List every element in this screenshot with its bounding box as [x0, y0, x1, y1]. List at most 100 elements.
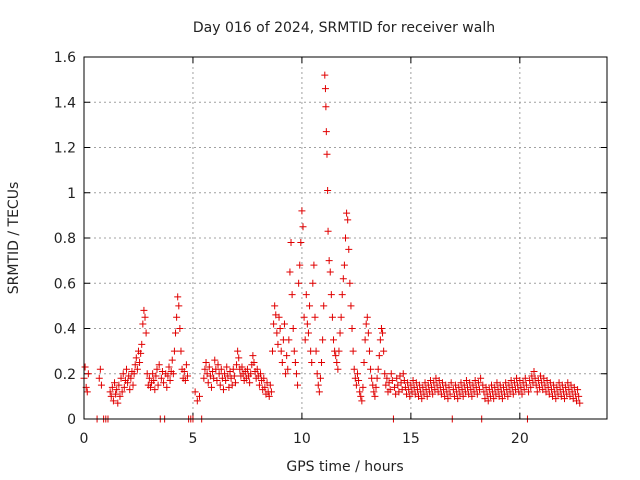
x-tick-label: 20 — [511, 431, 529, 447]
chart-title: Day 016 of 2024, SRMTID for receiver wal… — [193, 20, 495, 36]
data-point — [357, 392, 365, 400]
data-point — [166, 377, 174, 385]
data-point — [333, 358, 341, 366]
data-point — [575, 392, 583, 400]
data-point — [328, 313, 336, 321]
data-point — [322, 128, 330, 136]
data-point — [217, 365, 225, 373]
data-point — [191, 388, 199, 396]
data-point — [249, 352, 257, 360]
data-point — [459, 392, 467, 400]
data-point — [311, 313, 319, 321]
data-point — [283, 352, 291, 360]
data-point — [97, 381, 105, 389]
data-point — [216, 381, 224, 389]
data-point — [284, 365, 292, 373]
data-point — [297, 239, 305, 247]
data-point — [155, 361, 163, 369]
data-point — [163, 383, 171, 391]
data-point — [340, 261, 348, 269]
data-point — [454, 395, 462, 403]
data-point — [204, 379, 212, 387]
data-point — [561, 395, 569, 403]
data-point — [141, 313, 149, 321]
data-point — [313, 370, 321, 378]
data-point — [498, 395, 506, 403]
y-tick-label: 1.2 — [54, 141, 76, 157]
data-point — [490, 395, 498, 403]
data-point — [133, 365, 141, 373]
data-point — [195, 392, 203, 400]
y-axis-label: SRMTID / TECUs — [6, 182, 22, 295]
data-point — [444, 395, 452, 403]
data-point — [176, 325, 184, 332]
data-point — [207, 383, 215, 391]
data-point — [118, 388, 126, 396]
data-point — [574, 386, 582, 394]
data-point — [127, 374, 135, 382]
data-point — [84, 370, 92, 378]
data-point — [321, 85, 329, 93]
data-point — [200, 374, 208, 382]
data-point — [115, 381, 123, 389]
data-point — [288, 291, 296, 299]
data-point — [201, 365, 209, 373]
data-point — [81, 363, 89, 371]
data-point — [477, 374, 485, 382]
data-point — [229, 365, 237, 373]
data-point — [476, 386, 484, 394]
data-point — [193, 397, 201, 405]
data-point — [160, 379, 168, 387]
data-point — [360, 358, 368, 366]
data-point — [356, 388, 364, 396]
data-point — [387, 370, 395, 378]
data-point — [136, 358, 144, 366]
data-point — [304, 329, 312, 337]
data-point — [170, 347, 178, 355]
data-point — [274, 340, 282, 348]
data-point — [231, 379, 239, 387]
y-tick-label: 0 — [67, 412, 76, 428]
data-point — [347, 302, 355, 310]
data-point — [108, 383, 116, 391]
data-point — [314, 381, 322, 389]
data-point — [380, 347, 388, 355]
data-point — [418, 395, 426, 403]
data-point — [165, 363, 173, 371]
data-point — [323, 150, 331, 158]
data-point — [525, 388, 533, 396]
data-point — [211, 356, 219, 364]
data-point — [388, 377, 396, 385]
data-point — [289, 325, 297, 332]
y-tick-label: 0.8 — [54, 231, 76, 247]
data-point — [280, 320, 288, 328]
data-point — [213, 377, 221, 385]
data-points — [80, 71, 584, 423]
data-point — [504, 392, 512, 400]
data-point — [527, 383, 535, 391]
data-point — [302, 291, 310, 299]
data-point — [83, 388, 91, 396]
data-point — [126, 386, 134, 394]
data-point — [330, 336, 338, 344]
data-point — [294, 381, 302, 389]
data-point — [257, 370, 265, 378]
data-point — [287, 239, 295, 247]
data-point — [138, 340, 146, 348]
x-tick-label: 15 — [402, 431, 420, 447]
data-point — [261, 383, 269, 391]
data-point — [265, 392, 273, 400]
data-point — [219, 386, 227, 394]
data-point — [332, 352, 340, 360]
data-point — [303, 320, 311, 328]
data-point — [184, 372, 192, 380]
data-point — [345, 245, 353, 253]
data-point — [129, 381, 137, 389]
data-point — [309, 279, 317, 287]
data-point — [312, 347, 320, 355]
data-point — [319, 336, 327, 344]
data-point — [122, 365, 130, 373]
data-point — [324, 186, 332, 194]
data-point — [150, 377, 158, 385]
data-point — [342, 234, 349, 242]
